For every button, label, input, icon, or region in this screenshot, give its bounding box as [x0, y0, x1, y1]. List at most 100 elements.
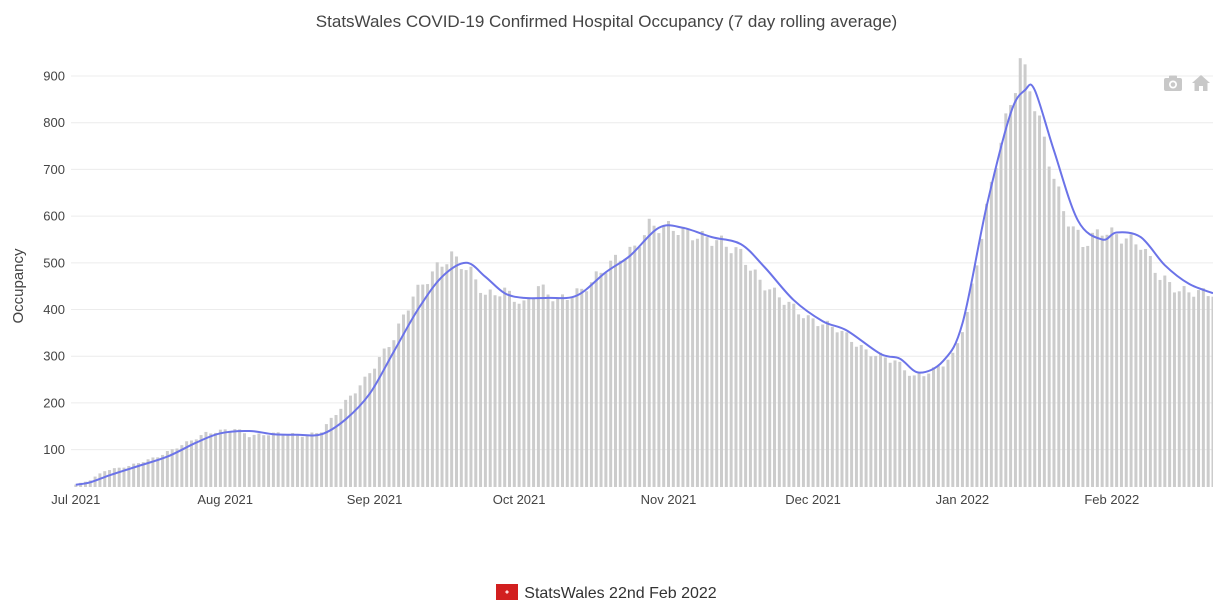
occupancy-bar [373, 368, 377, 487]
occupancy-bar [1042, 136, 1046, 487]
occupancy-bar [801, 318, 805, 487]
occupancy-bar [479, 292, 483, 487]
occupancy-bar [676, 235, 680, 487]
occupancy-bar [300, 436, 304, 487]
occupancy-bar [816, 326, 820, 487]
occupancy-bar [1057, 186, 1061, 488]
occupancy-bar [1197, 290, 1201, 487]
occupancy-bar [667, 221, 670, 487]
occupancy-bar [1100, 235, 1104, 487]
y-tick-label: 200 [43, 395, 65, 410]
occupancy-bar [647, 218, 651, 487]
occupancy-bar [985, 203, 989, 487]
occupancy-bar [792, 303, 796, 487]
occupancy-bar [257, 433, 261, 487]
occupancy-bar [108, 470, 112, 487]
occupancy-bar [488, 289, 492, 487]
occupancy-bar [189, 440, 193, 487]
occupancy-bar [999, 142, 1003, 487]
occupancy-bar [869, 356, 873, 487]
occupancy-bar [305, 435, 309, 487]
occupancy-bar [835, 332, 839, 487]
occupancy-bar [295, 434, 299, 487]
occupancy-bar [826, 320, 830, 487]
occupancy-bar [883, 357, 887, 487]
occupancy-bar [1052, 178, 1056, 487]
occupancy-bar [1047, 166, 1051, 487]
x-tick-label: Jul 2021 [51, 492, 100, 507]
occupancy-bar [387, 347, 391, 487]
occupancy-bar [209, 433, 213, 487]
x-tick-label: Nov 2021 [641, 492, 697, 507]
occupancy-bar [156, 457, 160, 487]
grid-lines [71, 75, 1213, 451]
occupancy-bar [951, 352, 955, 487]
occupancy-bar [1153, 272, 1157, 487]
occupancy-bar [1086, 245, 1090, 487]
camera-icon[interactable] [1163, 74, 1183, 92]
occupancy-bar [459, 269, 463, 487]
occupancy-bar [965, 311, 969, 487]
occupancy-bar [1187, 292, 1191, 487]
bar-series [74, 58, 1213, 488]
occupancy-bar [1139, 249, 1143, 487]
occupancy-bar [214, 432, 218, 487]
occupancy-bar [527, 297, 531, 487]
occupancy-bar [450, 251, 454, 487]
occupancy-bar [551, 301, 555, 487]
occupancy-bar [720, 235, 723, 487]
occupancy-bar [1105, 234, 1109, 487]
occupancy-bar [956, 343, 960, 487]
occupancy-bar [503, 287, 507, 487]
occupancy-bar [565, 299, 569, 487]
occupancy-bar [204, 431, 208, 487]
occupancy-bar [512, 301, 516, 487]
occupancy-bar [435, 262, 439, 487]
home-icon[interactable] [1191, 74, 1211, 92]
occupancy-bar [1129, 234, 1133, 487]
occupancy-bar [623, 258, 627, 487]
occupancy-bar [1009, 105, 1013, 487]
occupancy-bar [975, 265, 979, 487]
occupancy-bar [112, 468, 116, 487]
occupancy-bar [989, 181, 993, 487]
occupancy-bar [103, 471, 107, 487]
y-tick-label: 600 [43, 209, 65, 224]
occupancy-bar [1148, 256, 1152, 487]
x-tick-label: Jan 2022 [936, 492, 990, 507]
occupancy-bar [753, 269, 757, 487]
occupancy-bar [932, 367, 936, 487]
occupancy-bar [734, 247, 738, 487]
occupancy-bar [401, 314, 405, 487]
occupancy-bar [777, 297, 781, 487]
occupancy-bar [1206, 296, 1210, 487]
occupancy-bar [850, 341, 854, 487]
occupancy-bar [132, 463, 136, 487]
occupancy-bar [339, 408, 343, 487]
occupancy-bar [541, 284, 545, 487]
occupancy-bar [946, 359, 950, 487]
y-tick-label: 900 [43, 69, 65, 84]
occupancy-bar [1201, 288, 1205, 487]
occupancy-bar [840, 330, 844, 487]
occupancy-bar [532, 297, 536, 487]
occupancy-bar [609, 260, 613, 487]
occupancy-bar [218, 429, 222, 487]
occupancy-bar [960, 332, 964, 487]
occupancy-bar [445, 264, 449, 487]
occupancy-bar [739, 248, 743, 487]
occupancy-bar [927, 373, 931, 487]
occupancy-bar [536, 286, 540, 487]
occupancy-bar [782, 304, 786, 487]
occupancy-bar [830, 326, 834, 487]
occupancy-bar [604, 273, 608, 487]
occupancy-bar [657, 233, 661, 487]
occupancy-bar [686, 228, 690, 487]
occupancy-bar [252, 434, 256, 487]
occupancy-bar [281, 435, 285, 487]
occupancy-bar [758, 279, 762, 487]
occupancy-bar [397, 323, 401, 487]
occupancy-bar [1172, 292, 1176, 487]
occupancy-bar [614, 254, 617, 487]
occupancy-bar [1134, 244, 1138, 487]
